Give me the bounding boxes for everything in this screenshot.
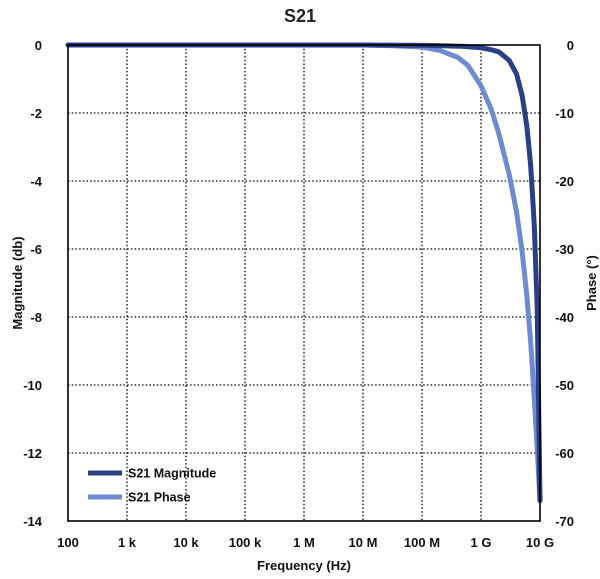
grid xyxy=(68,45,540,521)
y2-tick-label: 0 xyxy=(567,38,574,53)
x-tick-label: 100 M xyxy=(404,535,440,550)
y-tick-label: -8 xyxy=(30,310,42,325)
y2-tick-label: -40 xyxy=(555,310,574,325)
chart-title: S21 xyxy=(284,6,316,26)
y-tick-label: -14 xyxy=(23,514,43,529)
legend-label-s21-magnitude: S21 Magnitude xyxy=(128,467,216,481)
y2-tick-label: -60 xyxy=(555,446,574,461)
y2-tick-label: -20 xyxy=(555,174,574,189)
y-axis-label: Magnitude (db) xyxy=(10,236,25,329)
x-tick-label: 100 xyxy=(57,535,79,550)
y2-axis-ticks: 0 -10 -20 -30 -40 -50 -60 -70 xyxy=(555,38,574,529)
y-tick-label: -10 xyxy=(23,378,42,393)
legend-label-s21-phase: S21 Phase xyxy=(128,491,191,505)
y-tick-label: 0 xyxy=(35,38,42,53)
y2-tick-label: -10 xyxy=(555,106,574,121)
x-tick-label: 1 k xyxy=(118,535,137,550)
y2-tick-label: -70 xyxy=(555,514,574,529)
y-tick-label: -2 xyxy=(30,106,42,121)
x-tick-label: 1 M xyxy=(293,535,315,550)
x-tick-label: 10 k xyxy=(173,535,199,550)
y-tick-label: -4 xyxy=(30,174,42,189)
x-tick-label: 1 G xyxy=(471,535,492,550)
y2-tick-label: -30 xyxy=(555,242,574,257)
y-axis-ticks: 0 -2 -4 -6 -8 -10 -12 -14 xyxy=(23,38,43,529)
x-tick-label: 10 G xyxy=(526,535,554,550)
x-tick-label: 10 M xyxy=(349,535,378,550)
legend: S21 Magnitude S21 Phase xyxy=(88,467,216,505)
plot-frame xyxy=(67,44,541,522)
y-tick-label: -12 xyxy=(23,446,42,461)
x-axis-label: Frequency (Hz) xyxy=(257,558,351,573)
y2-axis-label: Phase (°) xyxy=(584,255,599,311)
y2-tick-label: -50 xyxy=(555,378,574,393)
x-tick-label: 100 k xyxy=(229,535,262,550)
y-tick-label: -6 xyxy=(30,242,42,257)
x-axis-ticks: 100 1 k 10 k 100 k 1 M 10 M 100 M 1 G 10 G xyxy=(57,535,554,550)
